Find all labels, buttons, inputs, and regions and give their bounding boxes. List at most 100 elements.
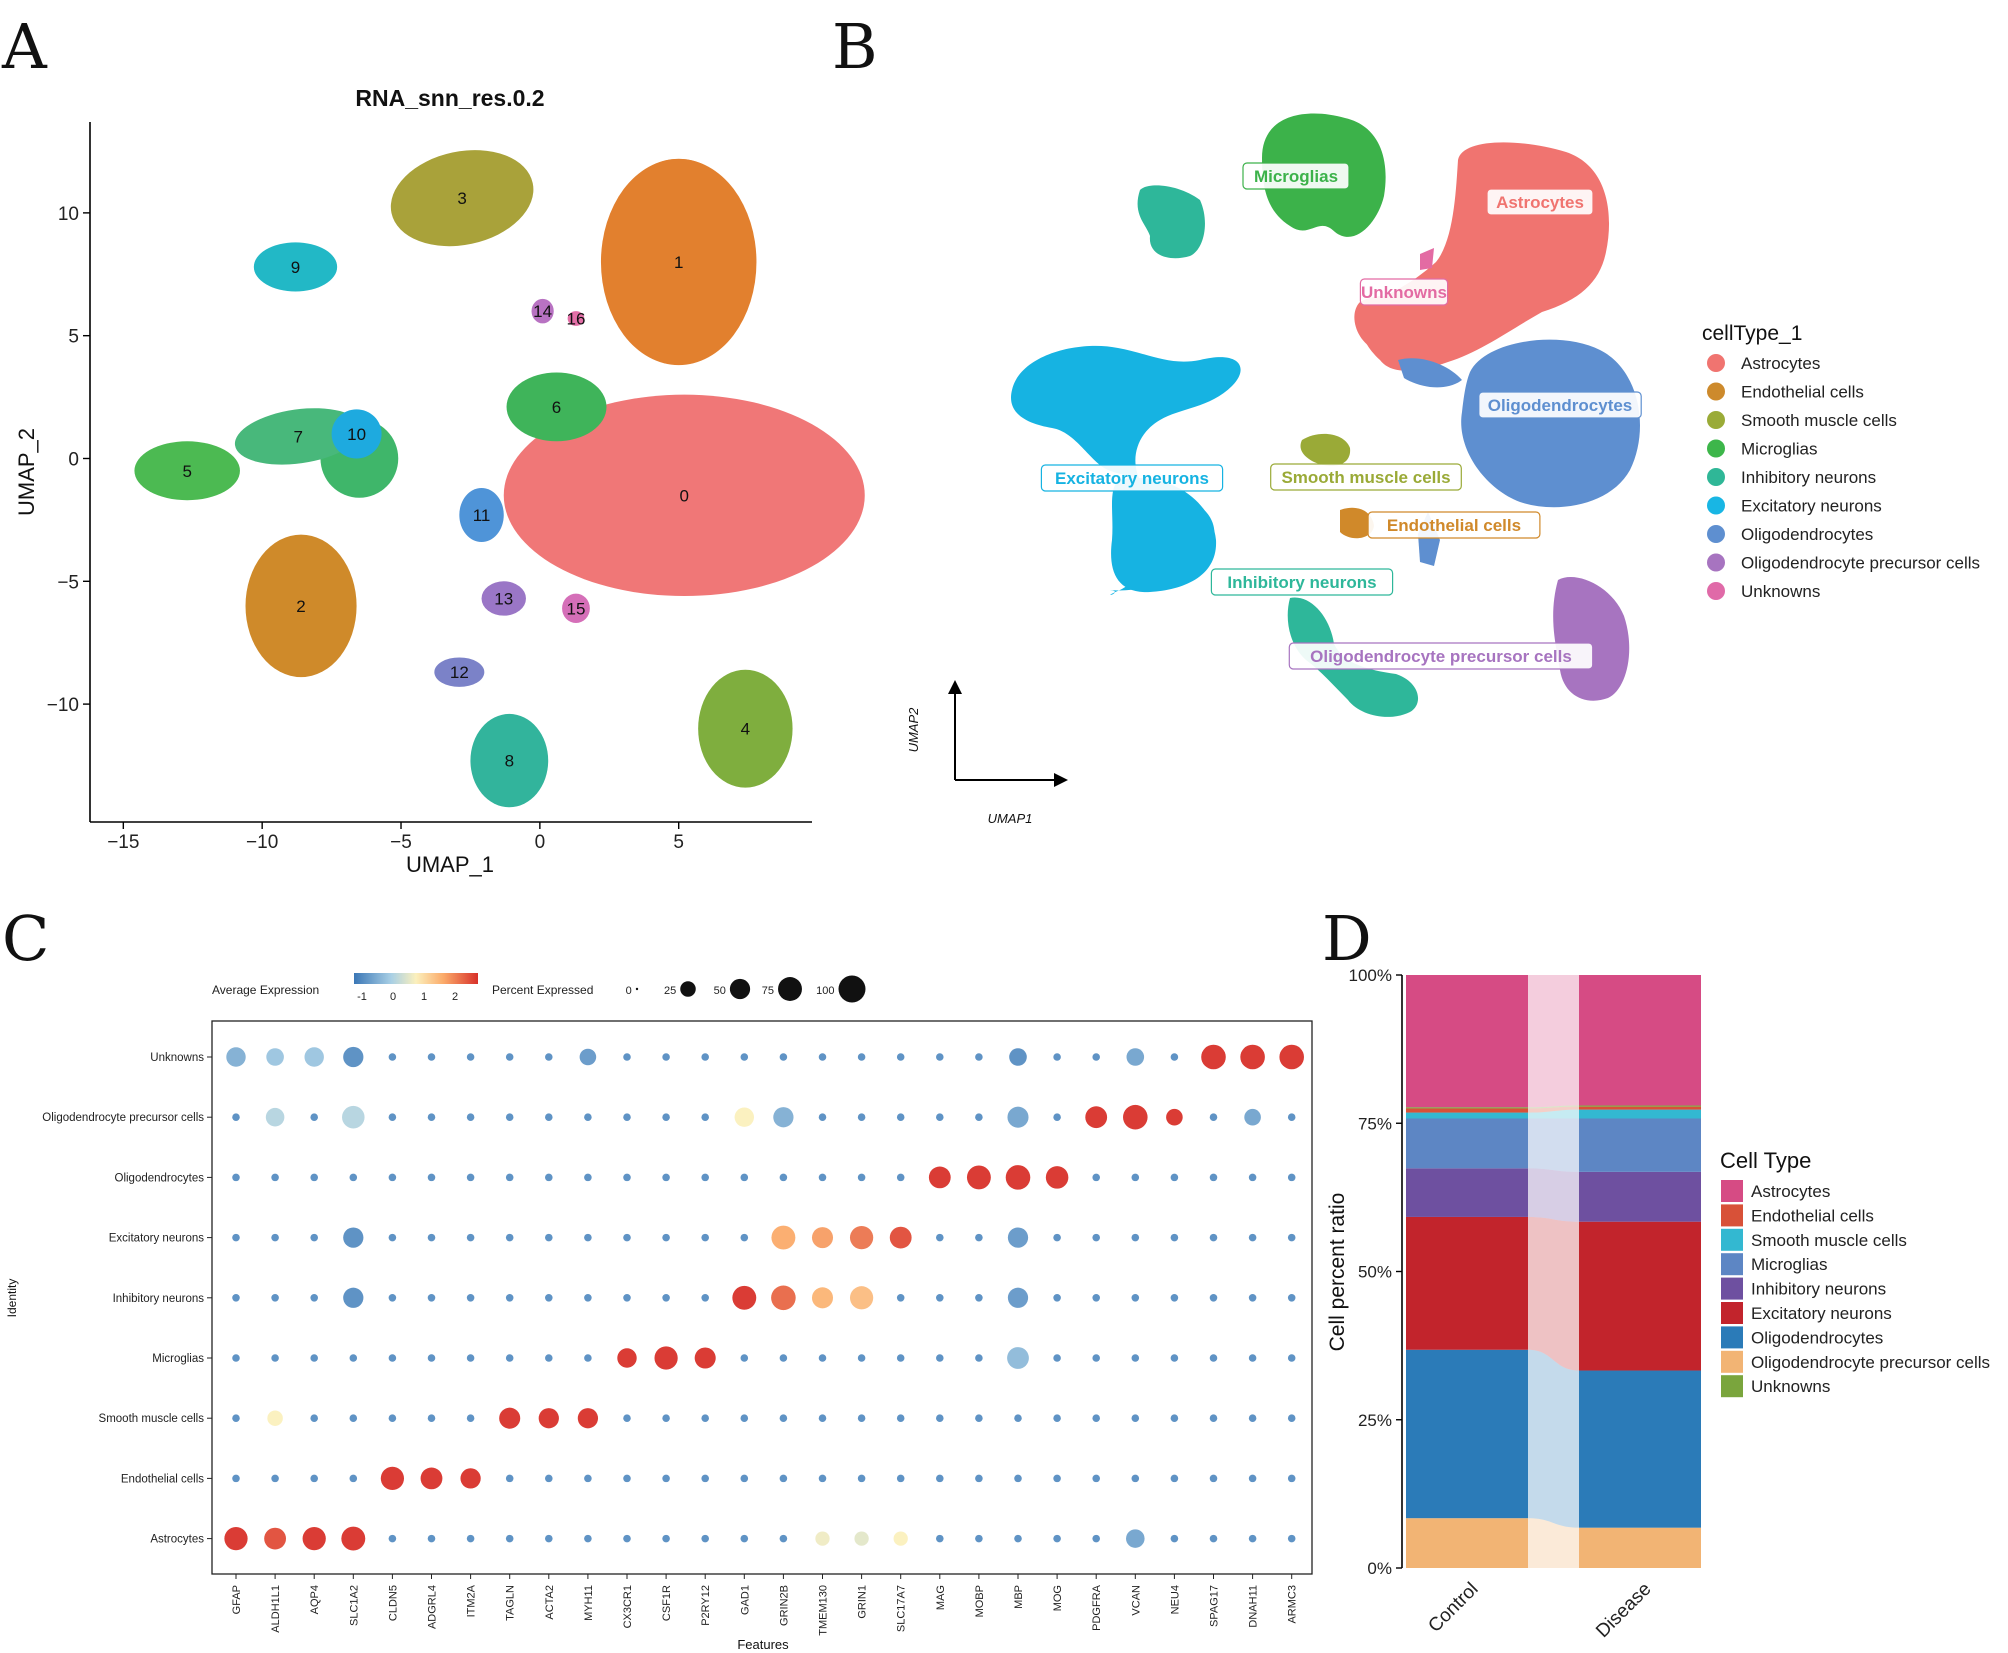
feature-label: ARMC3 [1287,1585,1299,1624]
dot-PDGFRA [1085,1106,1108,1129]
dot-GFAP [232,1113,240,1121]
dot-TAGLN [505,1534,514,1543]
feature-label: TAGLN [505,1585,517,1621]
feature-label: CX3CR1 [622,1585,634,1628]
dot-MOBP [975,1474,983,1483]
umap-b-legend-title: cellType_1 [1702,322,1802,345]
panel-label-d: D [1322,902,1372,975]
cluster-10-label: 10 [347,425,366,444]
dot-VCAN [1131,1294,1140,1302]
dot-P2RY12 [694,1347,716,1369]
dot-SPAG17 [1209,1354,1218,1362]
bar-flow [1528,975,1579,1108]
bar-segment [1406,1518,1528,1568]
dot-MAG [936,1233,944,1242]
dot-SLC1A2 [349,1354,358,1362]
feature-label: SLC1A2 [348,1585,360,1626]
cluster-4-blob [698,669,793,788]
cluster-0-blob [503,394,865,597]
dot-SLC1A2 [343,1287,364,1308]
expr-tick: -1 [357,991,367,1003]
dot-SPAG17 [1209,1294,1218,1302]
dot-ADGRL4 [427,1053,436,1061]
dot-AQP4 [310,1354,318,1362]
bar-segment [1406,1349,1528,1519]
dot-TMEM130 [818,1354,827,1362]
bar-legend-entry: Oligodendrocytes [1751,1328,1883,1347]
celltype-label: Excitatory neurons [1040,464,1224,492]
dot-AQP4 [310,1173,318,1182]
dot-CLDN5 [388,1053,397,1061]
dot-DNAH11 [1248,1474,1257,1483]
dot-ITM2A [466,1414,475,1422]
label-box [1040,464,1224,492]
bar-segment [1406,1118,1528,1169]
bar-legend-entry: Inhibitory neurons [1751,1280,1886,1299]
dot-GRIN2B [771,1285,796,1311]
dot-CLDN5 [388,1534,397,1543]
x-tick-label: 5 [673,832,684,853]
dot-plot-dots [224,1044,1304,1551]
dot-plot-features: GFAP ALDH1L1 AQP4 SLC1A2 CLDN5 ADGRL4 ITM2A TAG… [231,1574,1299,1636]
cluster-15-blob [562,593,590,624]
dot-GRIN2B [779,1534,788,1543]
pct-legend-title: Percent Expressed [492,983,593,997]
celltype-label: Unknowns [1359,278,1449,306]
dot-SLC17A7 [896,1414,905,1422]
cluster-5-blob [134,441,240,501]
cluster-1-blob [600,158,757,366]
dot-ALDH1L1 [271,1173,279,1182]
bar-legend-swatch [1721,1253,1743,1276]
bar-flow [1528,1105,1579,1109]
dot-SLC17A7 [896,1294,905,1302]
dot-ADGRL4 [420,1467,443,1490]
dot-ITM2A [466,1534,475,1543]
dot-CX3CR1 [623,1233,631,1242]
dot-CX3CR1 [623,1414,631,1422]
cluster-1-label: 1 [674,253,683,272]
dot-AQP4 [310,1414,318,1422]
legend-entry: Smooth muscle cells [1741,411,1897,430]
bar-segment [1579,1527,1701,1568]
feature-label: ALDH1L1 [270,1585,282,1633]
dot-ACTA2 [545,1053,553,1061]
celltype-label: Microglias [1242,162,1350,190]
dot-GAD1 [740,1233,749,1242]
dot-MBP [1007,1287,1029,1308]
feature-label: TMEM130 [818,1585,830,1636]
dot-ADGRL4 [427,1233,436,1242]
dot-GRIN1 [849,1286,874,1310]
dot-MAG [936,1534,944,1543]
dot-P2RY12 [701,1233,709,1242]
dot-SLC17A7 [896,1113,905,1121]
dot-MAG [928,1166,951,1189]
label-text: Excitatory neurons [1055,469,1209,488]
bar-segment [1579,1105,1701,1107]
dot-VCAN [1126,1529,1145,1548]
legend-entry: Oligodendrocyte precursor cells [1741,554,1980,573]
dot-SLC1A2 [349,1173,358,1182]
dot-NEU4 [1170,1474,1179,1483]
pct-legend: 0 25 50 75 100 [626,975,866,1003]
feature-label: AQP4 [309,1585,321,1614]
legend-swatch [1707,525,1725,543]
label-text: Oligodendrocyte precursor cells [1310,647,1572,666]
bar-flow [1528,1168,1579,1222]
dot-ACTA2 [545,1534,553,1543]
feature-label: MBP [1013,1585,1025,1609]
dot-ALDH1L1 [271,1474,279,1483]
dot-MOBP [975,1414,983,1422]
dot-CSF1R [662,1233,670,1242]
dot-MBP [1014,1414,1022,1422]
dot-TMEM130 [818,1053,827,1061]
dot-AQP4 [302,1526,326,1551]
dot-PDGFRA [1092,1053,1100,1061]
identity-label: Astrocytes [150,1534,204,1546]
bar-legend-swatch [1721,1204,1743,1227]
feature-label: P2RY12 [700,1585,712,1626]
dot-ARMC3 [1287,1113,1296,1121]
bar-legend-entry: Excitatory neurons [1751,1304,1892,1323]
bar-segment [1579,1370,1701,1528]
legend-entry: Excitatory neurons [1741,497,1882,516]
dot-MOBP [975,1053,983,1061]
